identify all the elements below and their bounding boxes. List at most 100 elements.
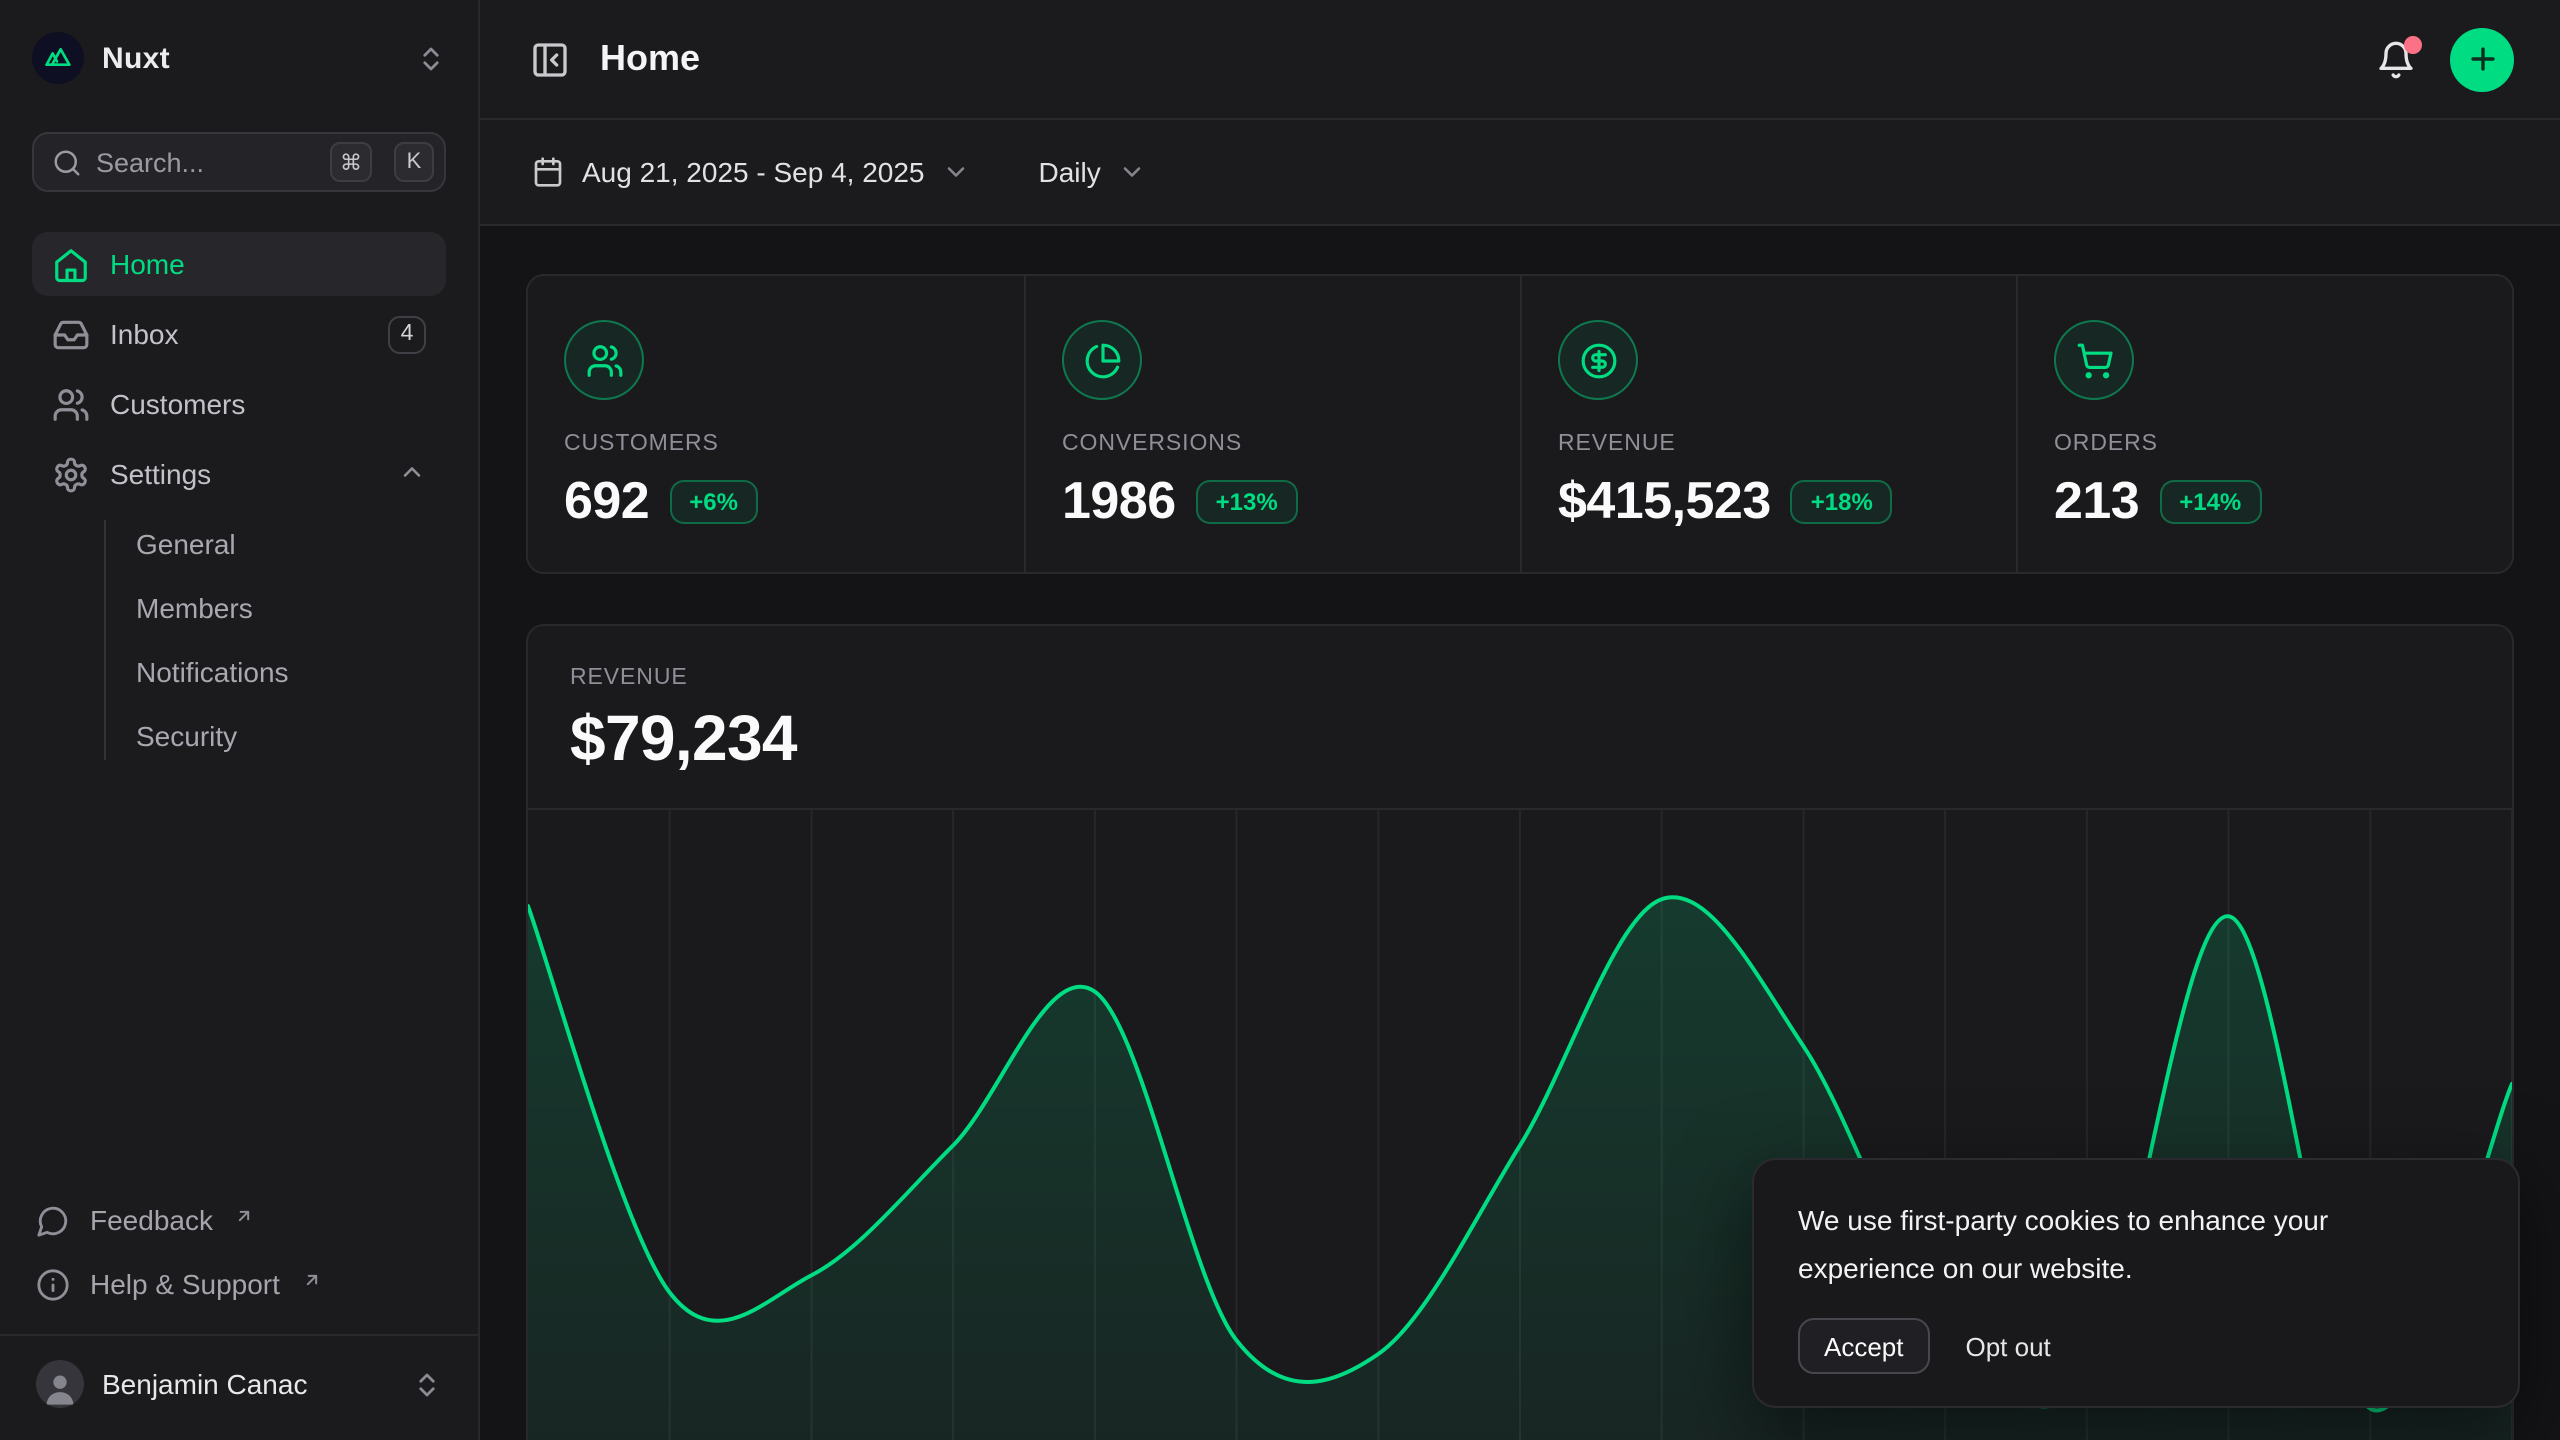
nuxt-logo-icon bbox=[32, 32, 84, 84]
sidebar-item-label: Home bbox=[110, 248, 185, 280]
stat-label: ORDERS bbox=[2054, 432, 2158, 456]
sidebar-item-settings[interactable]: Settings bbox=[32, 442, 446, 506]
gear-icon bbox=[55, 456, 87, 492]
kbd-cmd: ⌘ bbox=[330, 142, 372, 182]
sidebar-item-notifications[interactable]: Notifications bbox=[136, 640, 446, 704]
chevron-up-down-icon bbox=[412, 1369, 442, 1399]
stat-value: 213 bbox=[2054, 470, 2140, 530]
team-switcher[interactable]: Nuxt bbox=[32, 28, 446, 88]
cookie-optout-button[interactable]: Opt out bbox=[1965, 1331, 2051, 1361]
stat-label: REVENUE bbox=[1558, 432, 1676, 456]
date-range-picker[interactable]: Aug 21, 2025 - Sep 4, 2025 bbox=[532, 156, 971, 188]
sidebar-item-security[interactable]: Security bbox=[136, 704, 446, 768]
user-name: Benjamin Canac bbox=[102, 1368, 308, 1400]
calendar-icon bbox=[534, 157, 562, 187]
dollar-circle-icon bbox=[1558, 320, 1638, 400]
search-icon bbox=[54, 149, 80, 175]
revenue-chart-value: $79,234 bbox=[570, 702, 798, 774]
content: CUSTOMERS 692 +6% CONVERSIONS 1986 bbox=[480, 226, 2560, 1440]
stat-conversions[interactable]: CONVERSIONS 1986 +13% bbox=[1024, 276, 1520, 572]
stat-customers[interactable]: CUSTOMERS 692 +6% bbox=[528, 276, 1024, 572]
avatar bbox=[36, 1360, 84, 1408]
page-title: Home bbox=[600, 38, 701, 78]
stat-label: CONVERSIONS bbox=[1062, 432, 1243, 456]
user-menu[interactable]: Benjamin Canac bbox=[32, 1336, 446, 1416]
stat-value: 1986 bbox=[1062, 470, 1176, 530]
home-icon bbox=[55, 248, 87, 282]
settings-subnav: General Members Notifications Security bbox=[32, 512, 446, 768]
add-button[interactable] bbox=[2450, 27, 2514, 91]
chart-area-fill bbox=[528, 897, 2512, 1440]
cookie-accept-button[interactable]: Accept bbox=[1798, 1318, 1930, 1374]
chat-bubble-icon bbox=[37, 1205, 68, 1236]
external-link-icon bbox=[302, 1264, 322, 1296]
external-link-icon bbox=[235, 1200, 255, 1232]
chevron-down-icon bbox=[943, 158, 971, 186]
feedback-label: Feedback bbox=[90, 1204, 213, 1236]
sidebar-item-customers[interactable]: Customers bbox=[32, 372, 446, 436]
toolbar: Aug 21, 2025 - Sep 4, 2025 Daily bbox=[480, 120, 2560, 226]
bell-icon bbox=[2379, 40, 2413, 78]
stat-orders[interactable]: ORDERS 213 +14% bbox=[2016, 276, 2512, 572]
search-input[interactable] bbox=[96, 147, 316, 177]
sidebar-nav: Home Inbox 4 Customers bbox=[32, 232, 446, 768]
sidebar-item-label: Inbox bbox=[110, 318, 179, 350]
sidebar-footer-links: Feedback Help & Support bbox=[32, 1190, 446, 1334]
sidebar-item-label: Customers bbox=[110, 388, 246, 420]
kbd-k: K bbox=[394, 142, 434, 182]
stats-row: CUSTOMERS 692 +6% CONVERSIONS 1986 bbox=[526, 274, 2514, 574]
stat-delta-badge: +6% bbox=[669, 479, 758, 523]
users-icon bbox=[53, 388, 89, 420]
revenue-chart-header: REVENUE $79,234 bbox=[528, 626, 2512, 776]
chevron-up-down-icon bbox=[416, 43, 446, 73]
cookie-actions: Accept Opt out bbox=[1798, 1318, 2474, 1374]
pie-chart-icon bbox=[1062, 320, 1142, 400]
revenue-chart bbox=[528, 808, 2512, 1440]
sidebar-item-inbox[interactable]: Inbox 4 bbox=[32, 302, 446, 366]
sidebar-item-label: Settings bbox=[110, 458, 212, 490]
sidebar-spacer bbox=[32, 768, 446, 1190]
header: Home bbox=[480, 0, 2560, 120]
stat-delta-badge: +13% bbox=[1195, 479, 1298, 523]
stat-revenue[interactable]: REVENUE $415,523 +18% bbox=[1520, 276, 2016, 572]
stat-delta-badge: +14% bbox=[2159, 479, 2262, 523]
sidebar-item-home[interactable]: Home bbox=[32, 232, 446, 296]
chevron-up-icon bbox=[398, 457, 426, 491]
date-range-value: Aug 21, 2025 - Sep 4, 2025 bbox=[582, 156, 925, 188]
inbox-count-badge: 4 bbox=[388, 315, 426, 353]
stat-label: CUSTOMERS bbox=[564, 432, 719, 456]
help-support-label: Help & Support bbox=[90, 1268, 280, 1300]
help-support-link[interactable]: Help & Support bbox=[32, 1254, 446, 1314]
revenue-chart-label: REVENUE bbox=[570, 666, 688, 690]
revenue-area-chart bbox=[528, 810, 2512, 1440]
sidebar: Nuxt ⌘ K Home bbox=[0, 0, 480, 1440]
sidebar-item-members[interactable]: Members bbox=[136, 576, 446, 640]
notifications-button[interactable] bbox=[2370, 33, 2422, 85]
feedback-link[interactable]: Feedback bbox=[32, 1190, 446, 1250]
chart-line bbox=[528, 895, 2512, 1413]
granularity-select[interactable]: Daily bbox=[1039, 156, 1147, 188]
granularity-value: Daily bbox=[1038, 156, 1101, 188]
users-icon bbox=[564, 320, 644, 400]
notification-dot bbox=[2404, 35, 2422, 53]
stat-delta-badge: +18% bbox=[1790, 479, 1893, 523]
header-actions bbox=[2370, 27, 2514, 91]
sidebar-divider bbox=[0, 1334, 478, 1336]
sidebar-item-general[interactable]: General bbox=[136, 512, 446, 576]
panel-left-collapse-icon bbox=[533, 42, 567, 76]
inbox-icon bbox=[53, 319, 89, 349]
chevron-down-icon bbox=[1119, 158, 1147, 186]
team-name: Nuxt bbox=[102, 41, 170, 75]
plus-icon bbox=[2470, 47, 2494, 71]
shopping-cart-icon bbox=[2054, 320, 2134, 400]
main-area: Home Aug 21, 2 bbox=[480, 0, 2560, 1440]
cookie-message: We use first-party cookies to enhance yo… bbox=[1798, 1203, 2329, 1284]
stat-value: 692 bbox=[564, 470, 650, 530]
search-box: ⌘ K bbox=[32, 132, 446, 192]
cookie-banner: We use first-party cookies to enhance yo… bbox=[1752, 1157, 2520, 1408]
stat-value: $415,523 bbox=[1558, 470, 1771, 530]
info-circle-icon bbox=[37, 1268, 69, 1300]
sidebar-collapse-button[interactable] bbox=[526, 35, 574, 83]
